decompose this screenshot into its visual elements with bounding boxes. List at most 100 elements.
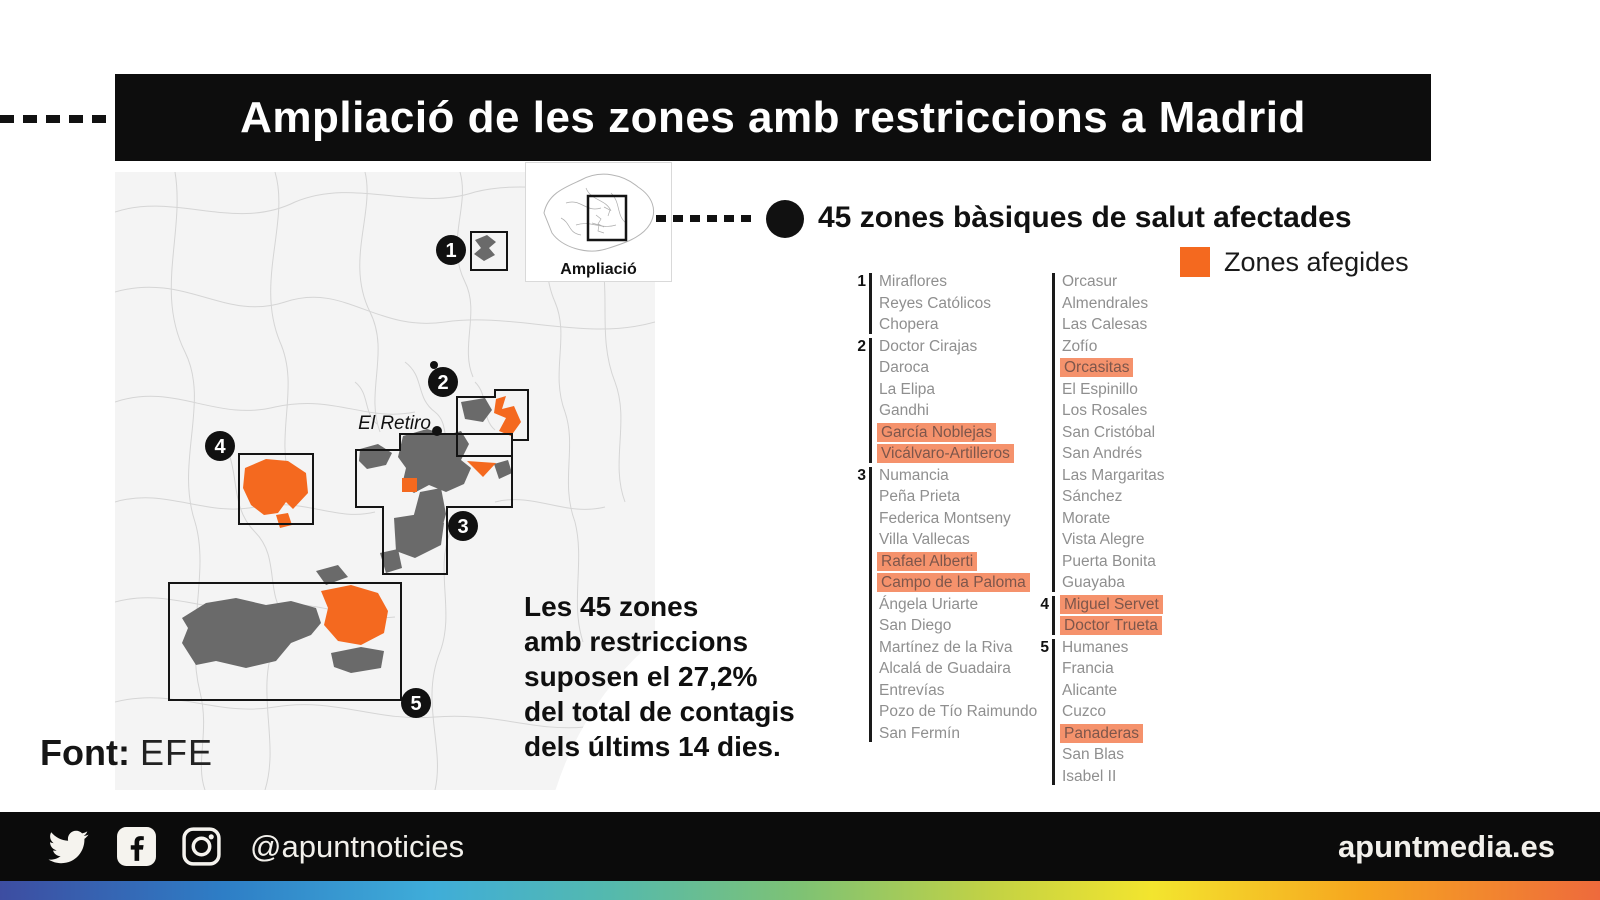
zone-group: 1 Miraflores Reyes Católicos Chopera bbox=[848, 271, 1037, 336]
zone-list-item: Peña Prieta bbox=[879, 486, 1037, 508]
zone-name: Entrevías bbox=[879, 681, 945, 699]
zone-list-item: Sánchez bbox=[1062, 486, 1165, 508]
el-retiro-label: El Retiro bbox=[358, 413, 431, 434]
zone-list-item: Orcasur bbox=[1062, 271, 1165, 293]
zone-group-items: Numancia Peña Prieta Federica Montseny Vill… bbox=[877, 465, 1037, 745]
zone-group-items: Miguel Servet Doctor Trueta bbox=[1060, 594, 1163, 637]
zone-list-item: Pozo de Tío Raimundo bbox=[879, 701, 1037, 723]
zone-name: La Elipa bbox=[879, 380, 936, 398]
zone-name: San Andrés bbox=[1062, 445, 1143, 462]
el-retiro-dot bbox=[432, 426, 442, 436]
zone-list-item: Guayaba bbox=[1062, 572, 1165, 594]
zone-name: Las Margaritas bbox=[1062, 466, 1165, 484]
zone-group-number: 1 bbox=[857, 273, 866, 290]
region-inset-map: Ampliació bbox=[525, 162, 672, 282]
zone-name: Peña Prieta bbox=[879, 488, 960, 505]
header-bar: Ampliació de les zones amb restriccions … bbox=[115, 74, 1431, 161]
ampliacio-frame bbox=[586, 194, 628, 242]
zone-list-item: La Elipa bbox=[879, 379, 1014, 401]
zone-name: Sánchez bbox=[1062, 488, 1123, 505]
zone-group-outlines bbox=[168, 231, 529, 701]
zone-list-item: Cuzco bbox=[1062, 701, 1143, 723]
svg-text:4: 4 bbox=[214, 436, 226, 458]
zone-list-item: Isabel II bbox=[1062, 766, 1143, 788]
zone-group-bar bbox=[1052, 273, 1055, 592]
zone-list-column-left: 1 Miraflores Reyes Católicos Chopera 2 Doctor… bbox=[848, 271, 1037, 744]
zone-name: Orcasur bbox=[1062, 273, 1118, 290]
zone-name: Cuzco bbox=[1062, 703, 1106, 720]
source-value: EFE bbox=[139, 732, 213, 773]
zone-group-number: 3 bbox=[857, 466, 866, 484]
website-link[interactable]: apuntmedia.es bbox=[1337, 828, 1555, 864]
zone-list-item: Orcasitas bbox=[1060, 357, 1165, 379]
stat-line: amb restriccions bbox=[524, 626, 749, 657]
social-handle[interactable]: @apuntnoticies bbox=[250, 828, 465, 864]
stat-line: suposen el 27,2% bbox=[524, 661, 758, 692]
zone-list-item: Vista Alegre bbox=[1062, 529, 1165, 551]
facebook-icon[interactable] bbox=[116, 826, 157, 867]
zone-name: Martínez de la Riva bbox=[879, 638, 1013, 656]
zone-list-item: Miguel Servet bbox=[1060, 594, 1163, 616]
zone-name: Doctor Cirajas bbox=[879, 337, 978, 355]
zone-name: Villa Vallecas bbox=[879, 531, 970, 548]
zone-name: Daroca bbox=[879, 359, 929, 376]
zone-list-item: Humanes bbox=[1062, 637, 1143, 659]
zone-list-item: San Cristóbal bbox=[1062, 422, 1165, 444]
zone-name: Puerta Bonita bbox=[1062, 552, 1156, 570]
zone-list-item: Miraflores bbox=[879, 271, 991, 293]
stat-line: dels últims 14 dies. bbox=[524, 731, 781, 762]
map-marker-5: 5 bbox=[401, 688, 431, 718]
zone-group-bar bbox=[869, 466, 872, 742]
zone-group-bar bbox=[1052, 638, 1055, 785]
map-dot bbox=[430, 361, 438, 369]
zone-name: Zofío bbox=[1062, 337, 1098, 355]
zone-list-item: Las Calesas bbox=[1062, 314, 1165, 336]
zone-name: San Cristóbal bbox=[1062, 423, 1156, 441]
twitter-icon[interactable] bbox=[45, 827, 92, 867]
zone-name: Miraflores bbox=[879, 273, 948, 290]
zone-name: Federica Montseny bbox=[879, 509, 1011, 527]
zone-name: Gandhi bbox=[879, 402, 929, 419]
zone-name: Francia bbox=[1062, 660, 1114, 677]
zone-group-bar bbox=[869, 273, 872, 334]
zone-group-number: 2 bbox=[857, 337, 866, 355]
zone-list-item: San Andrés bbox=[1062, 443, 1165, 465]
zone-list-item: Puerta Bonita bbox=[1062, 551, 1165, 573]
zone-group-bar bbox=[869, 337, 872, 463]
zone-name: Numancia bbox=[879, 466, 949, 484]
zone-group: Orcasur Almendrales Las Calesas Zofío Orcasi… bbox=[1031, 271, 1165, 594]
zone-group-bar bbox=[1052, 595, 1055, 635]
zone-name-added: Vicálvaro-Artilleros bbox=[877, 444, 1014, 463]
zone-name: Vista Alegre bbox=[1062, 531, 1145, 548]
zone-list-item: San Blas bbox=[1062, 744, 1143, 766]
zone-list-item: Gandhi bbox=[879, 400, 1014, 422]
zone-list-item: Rafael Alberti bbox=[877, 551, 1037, 573]
zone-group-number: 5 bbox=[1040, 638, 1049, 656]
zone-group-number bbox=[1031, 271, 1049, 594]
zone-list-item: Reyes Católicos bbox=[879, 293, 991, 315]
zone-list-item: San Fermín bbox=[879, 723, 1037, 745]
zone-list-item: Almendrales bbox=[1062, 293, 1165, 315]
zone-name: Los Rosales bbox=[1062, 402, 1148, 419]
zone-list-item: Zofío bbox=[1062, 336, 1165, 358]
callout-headline: 45 zones bàsiques de salut afectades bbox=[818, 201, 1352, 234]
zone-name: Reyes Católicos bbox=[879, 294, 991, 312]
zone-list-item: Entrevías bbox=[879, 680, 1037, 702]
callout-bullet bbox=[766, 200, 804, 238]
svg-text:3: 3 bbox=[457, 516, 468, 538]
svg-text:2: 2 bbox=[437, 372, 448, 394]
zone-list-item: Morate bbox=[1062, 508, 1165, 530]
zone-group-items: Humanes Francia Alicante Cuzco Panaderas San … bbox=[1060, 637, 1143, 788]
zone-name-added: Panaderas bbox=[1060, 723, 1143, 743]
instagram-icon[interactable] bbox=[181, 826, 222, 867]
page-title: Ampliació de les zones amb restriccions … bbox=[240, 92, 1306, 142]
zone-list-item: San Diego bbox=[879, 615, 1037, 637]
svg-text:1: 1 bbox=[445, 240, 456, 262]
zone-list-item: Los Rosales bbox=[1062, 400, 1165, 422]
zone-list-item: Campo de la Paloma bbox=[877, 572, 1037, 594]
zone-list-item: Federica Montseny bbox=[879, 508, 1037, 530]
inset-svg bbox=[543, 173, 654, 252]
map-marker-2: 2 bbox=[428, 367, 458, 397]
zone-group-items: Miraflores Reyes Católicos Chopera bbox=[879, 271, 991, 336]
zone-group: 2 Doctor Cirajas Daroca La Elipa Gandhi Garcí… bbox=[848, 336, 1037, 465]
